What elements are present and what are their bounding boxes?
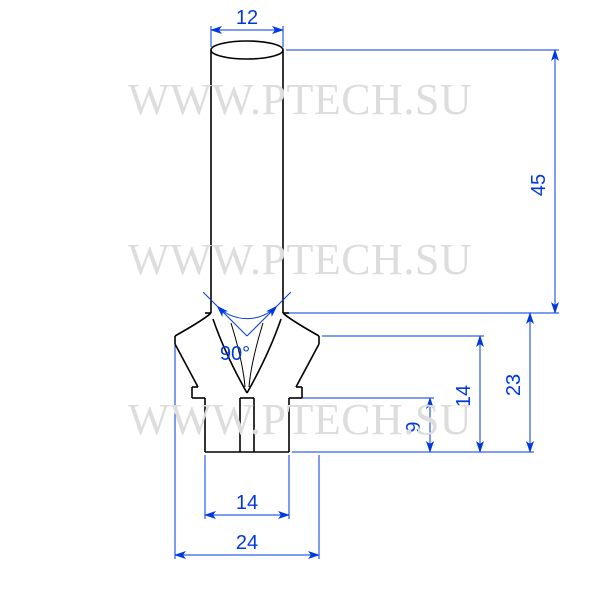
dimension-label: 24 [236,532,258,554]
dimension-label: 14 [453,385,475,407]
dimension-label: 14 [236,492,258,514]
dimension-label: 12 [236,7,258,29]
dimension-text-layer: 12 45 23 14 9 14 24 90° [220,7,550,554]
dimension-label: 23 [503,374,525,396]
technical-drawing: 12 45 23 14 9 14 24 90° [0,0,600,600]
dimension-label: 9 [403,421,425,432]
dimension-label: 45 [528,174,550,196]
dimension-layer [175,26,559,559]
dimension-label: 90° [220,343,250,365]
part-outline [175,41,319,452]
